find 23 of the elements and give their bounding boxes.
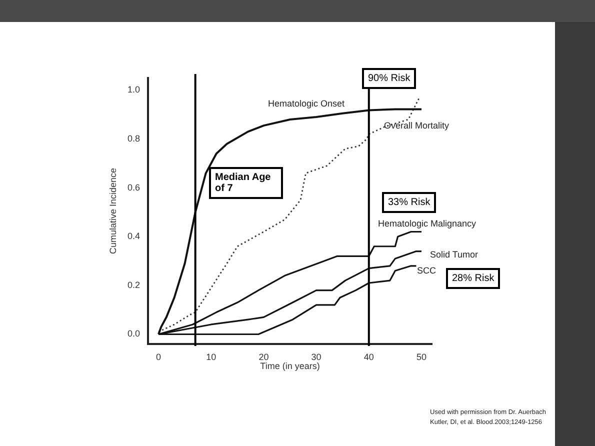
x-tick-label: 0 [156, 352, 162, 362]
x-tick-label: 10 [206, 352, 216, 362]
text: 28% Risk [446, 268, 500, 289]
series-label: Solid Tumor [430, 249, 478, 260]
x-axis-title: Time (in years) [260, 361, 320, 372]
x-tick-label: 50 [416, 352, 426, 362]
x-tick-label: 30 [311, 352, 322, 362]
annotation: 33% Risk [382, 192, 436, 213]
annotation: Median Age of 7 [209, 167, 283, 199]
x-tick-label: 20 [258, 352, 269, 362]
y-tick-label: 0.0 [127, 328, 140, 339]
series-label: Hematologic Malignancy [378, 218, 477, 228]
series-label: SCC [417, 265, 436, 276]
x-tick-label: 40 [364, 352, 374, 362]
series-label: Hematologic Onset [268, 98, 346, 108]
annotation: 90% Risk [362, 68, 416, 89]
y-axis-title: Cumulative Incidence [108, 168, 118, 254]
y-tick-label: 0.8 [127, 133, 140, 144]
y-tick-label: 0.2 [127, 280, 140, 290]
y-tick-label: 0.6 [127, 182, 140, 192]
y-tick-label: 1.0 [127, 84, 140, 95]
y-tick-label: 0.4 [127, 231, 140, 242]
series-label: Overall Mortality [384, 120, 450, 130]
